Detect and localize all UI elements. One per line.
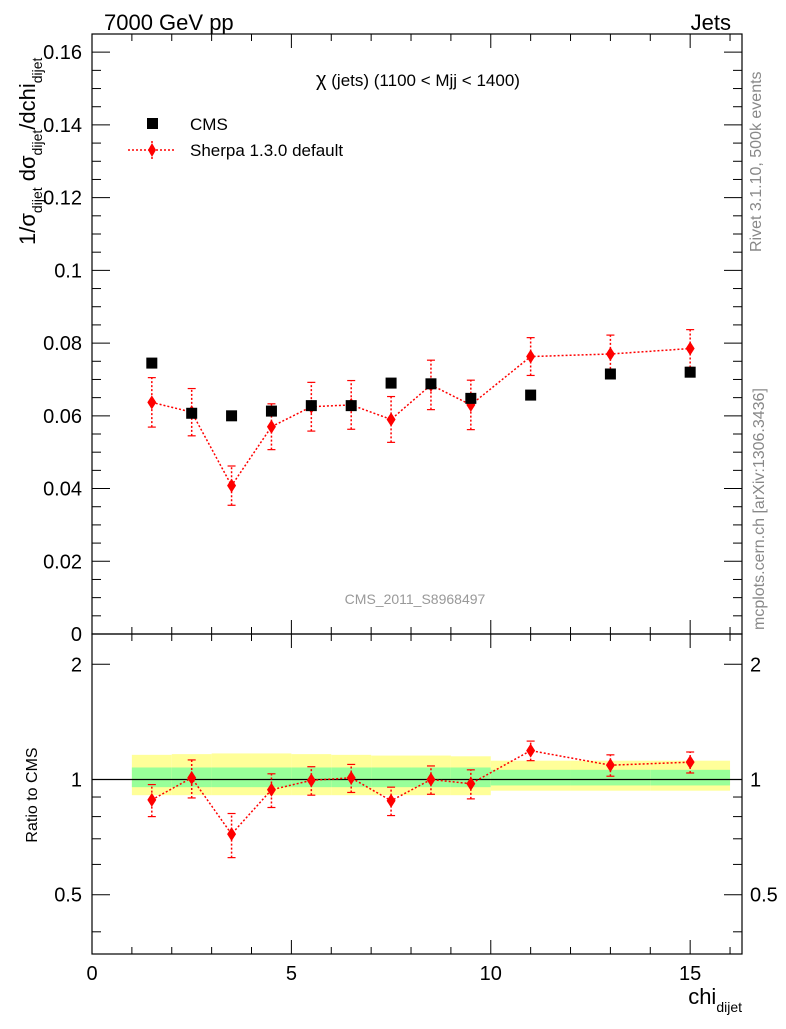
cms-point bbox=[305, 400, 317, 412]
sherpa-ratio-point bbox=[227, 827, 237, 842]
ratio-band-inner bbox=[131, 767, 172, 788]
data-marks bbox=[146, 329, 696, 859]
ratio-plot-frame bbox=[91, 633, 743, 955]
ratio-y-tick-label: 2 bbox=[71, 654, 82, 676]
legend-cms-label: CMS bbox=[190, 115, 228, 134]
ratio-y-tick-label-right: 0.5 bbox=[750, 885, 778, 907]
cms-point bbox=[345, 400, 357, 412]
axis-ticks: 0 5 10 15 0 0.02 0.04 0.06 0.08 0.1 0.12 0.14 0.16 0.… bbox=[43, 33, 778, 985]
ratio-band-inner bbox=[570, 769, 651, 786]
watermark: CMS_2011_S8968497 bbox=[345, 591, 486, 607]
sherpa-point bbox=[266, 419, 276, 434]
main-y-tick-label: 0.14 bbox=[43, 115, 82, 137]
main-y-tick-label: 0.1 bbox=[54, 260, 82, 282]
ratio-y-tick-label-right: 2 bbox=[750, 654, 761, 676]
sherpa-point bbox=[386, 412, 396, 427]
sherpa-point bbox=[526, 349, 536, 364]
sherpa-ratio-point bbox=[685, 755, 695, 770]
x-tick-label: 0 bbox=[86, 963, 97, 985]
header-right: Jets bbox=[691, 10, 731, 35]
x-axis-label: chidijet bbox=[688, 984, 742, 1015]
cms-point bbox=[684, 366, 696, 378]
ratio-y-tick-label-right: 1 bbox=[750, 770, 761, 792]
ratio-band-inner bbox=[211, 767, 252, 788]
ratio-band-inner bbox=[371, 767, 412, 788]
main-y-tick-label: 0.16 bbox=[43, 42, 82, 64]
cms-point bbox=[265, 405, 277, 417]
sherpa-point bbox=[147, 395, 157, 410]
cms-point bbox=[226, 410, 238, 422]
mcplots-label: mcplots.cern.ch [arXiv:1306.3436] bbox=[751, 388, 768, 630]
sherpa-ratio-point bbox=[147, 792, 157, 807]
sherpa-ratio-line bbox=[151, 749, 691, 836]
sherpa-ratio-point bbox=[346, 770, 356, 785]
plot-title: χ (jets) (1100 < Mjj < 1400) bbox=[316, 69, 520, 91]
main-y-tick-label: 0.02 bbox=[43, 551, 82, 573]
sherpa-ratio-point bbox=[526, 743, 536, 758]
cms-point bbox=[525, 389, 537, 401]
sherpa-ratio-point bbox=[266, 782, 276, 797]
main-y-tick-label: 0.12 bbox=[43, 188, 82, 210]
main-y-tick-label: 0.04 bbox=[43, 479, 82, 501]
ratio-band-inner bbox=[490, 769, 571, 786]
legend: CMS Sherpa 1.3.0 default bbox=[128, 115, 343, 160]
main-y-tick-label: 0.06 bbox=[43, 406, 82, 428]
header-left: 7000 GeV pp bbox=[104, 10, 234, 35]
ratio-y-tick-label: 0.5 bbox=[54, 885, 82, 907]
x-tick-label: 5 bbox=[286, 963, 297, 985]
sherpa-point bbox=[227, 478, 237, 493]
cms-point bbox=[604, 368, 616, 380]
cms-point bbox=[186, 407, 198, 419]
ratio-band-inner bbox=[251, 767, 292, 788]
ratio-y-axis-label: Ratio to CMS bbox=[24, 747, 41, 842]
sherpa-point bbox=[605, 347, 615, 361]
sherpa-ratio-point bbox=[306, 773, 316, 788]
sherpa-ratio-point bbox=[605, 758, 615, 773]
x-tick-label: 10 bbox=[480, 963, 502, 985]
ratio-y-tick-label: 1 bbox=[71, 770, 82, 792]
x-tick-label: 15 bbox=[679, 963, 701, 985]
cms-point bbox=[425, 378, 437, 390]
ratio-bands bbox=[131, 753, 731, 796]
legend-sherpa-marker bbox=[148, 143, 156, 157]
cms-point bbox=[146, 357, 158, 369]
sherpa-ratio-point bbox=[386, 793, 396, 808]
sherpa-ratio-point bbox=[426, 772, 436, 787]
ratio-band-inner bbox=[650, 769, 731, 786]
sherpa-point bbox=[685, 341, 695, 356]
rivet-label: Rivet 3.1.10, 500k events bbox=[748, 71, 765, 252]
sherpa-ratio-point bbox=[187, 770, 197, 785]
legend-cms-marker bbox=[147, 118, 158, 129]
main-y-axis-label: 1/σdijet dσdijet/dchidijet bbox=[15, 57, 45, 245]
main-y-tick-label: 0 bbox=[71, 624, 82, 646]
sherpa-ratio-point bbox=[466, 776, 476, 791]
cms-point bbox=[465, 392, 477, 404]
legend-sherpa-label: Sherpa 1.3.0 default bbox=[190, 141, 343, 160]
main-y-tick-label: 0.08 bbox=[43, 333, 82, 355]
cms-point bbox=[385, 377, 397, 389]
sherpa-line bbox=[151, 347, 691, 488]
